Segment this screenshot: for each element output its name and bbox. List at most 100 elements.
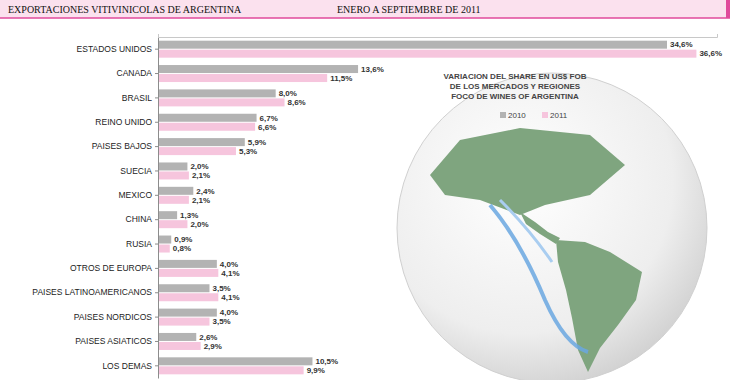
annotation: VARIACION DEL SHARE EN US$ FOB [444,72,587,81]
data-label: 11,5% [330,74,352,83]
annotation: FOCO DE WINES OF ARGENTINA [451,92,579,101]
tick: CHINA [126,214,158,224]
bar [158,123,255,131]
bar [158,147,236,155]
bars [158,41,696,375]
data-label: 2,0% [190,220,208,229]
bar [158,162,187,170]
data-label: 1,3% [180,211,198,220]
tick-mark [155,268,158,269]
tick-label: MEXICO [118,190,152,200]
globe [397,73,707,380]
bar [158,245,170,253]
data-label: 9,9% [307,366,325,375]
tick-label: PAISES BAJOS [92,141,153,151]
bar [158,333,196,341]
tick: BRASIL [122,93,158,103]
tick: PAISES NORDICOS [74,312,158,322]
tick-label: LOS DEMAS [102,361,152,371]
globe-land [430,128,625,215]
bar [158,220,187,228]
tick-label: PAISES LATINOAMERICANOS [32,287,152,297]
bar [158,138,245,146]
bar [158,50,696,58]
tick: MEXICO [118,190,158,200]
tick-mark [155,97,158,98]
tick-mark [155,317,158,318]
bar-series [158,41,667,366]
tick-mark [155,244,158,245]
bar [158,309,217,317]
bar [158,269,218,277]
data-label: 4,0% [220,260,238,269]
header-rule [0,17,730,19]
subtitle: ENERO A SEPTIEMBRE DE 2011 [337,4,481,15]
x-axis [159,34,718,38]
data-label: 36,6% [699,49,722,58]
bar [158,171,189,179]
data-label: 3,5% [212,284,230,293]
data-label: 4,0% [220,308,238,317]
tick-mark [155,170,158,171]
legend-label: 2010 [508,111,526,120]
bar-series [158,50,696,375]
bar [158,318,209,326]
legend-label: 2011 [550,111,568,120]
tick: PAISES LATINOAMERICANOS [32,287,158,297]
data-label: 4,1% [221,269,239,278]
data-label: 0,8% [173,244,191,253]
bar [158,74,327,82]
axis-line [158,38,159,379]
bar [158,187,193,195]
bar [158,89,276,97]
annotation: DE LOS MERCADOS Y REGIONES [450,82,581,91]
bar [158,114,257,122]
globe-arrow [500,200,552,262]
tick: PAISES ASIATICOS [75,336,158,346]
tick: REINO UNIDO [95,117,158,127]
data-label: 10,5% [315,357,338,366]
data-label: 2,6% [199,333,217,342]
tick: CANADA [117,68,158,78]
tick-label: ESTADOS UNIDOS [77,44,153,54]
bar [158,98,285,106]
data-labels: 34,6%13,6%8,0%6,7%5,9%2,0%2,4%1,3%0,9%4,… [173,40,722,375]
tick: RUSIA [126,239,158,249]
data-label: 6,7% [260,114,278,123]
tick: ESTADOS UNIDOS [77,44,158,54]
title: EXPORTACIONES VITIVINICOLAS DE ARGENTINA [8,4,242,15]
legend-swatch [500,112,506,118]
tick-label: PAISES ASIATICOS [75,336,152,346]
tick: OTROS DE EUROPA [70,263,158,273]
header-edge [726,0,730,18]
bar [158,342,201,350]
legend-item: 2010 [500,111,526,120]
data-label: 3,5% [212,317,230,326]
bar [158,196,189,204]
tick-label: OTROS DE EUROPA [70,263,152,273]
tick-mark [155,341,158,342]
bar [158,357,312,365]
data-label: 6,6% [258,123,276,132]
data-label: 2,1% [192,196,210,205]
tick-label: REINO UNIDO [95,117,152,127]
legend: 2010 2011 [500,111,568,120]
globe-sphere [397,73,707,380]
chart: EXPORTACIONES VITIVINICOLAS DE ARGENTINA… [0,0,730,380]
header-band [0,0,730,18]
legend-swatch [542,112,548,118]
tick-mark [155,49,158,50]
annotations: VARIACION DEL SHARE EN US$ FOBDE LOS MER… [444,72,587,101]
legend-item: 2011 [542,111,568,120]
axis-line [159,34,718,38]
tick-label: CANADA [117,68,153,78]
bar [158,211,177,219]
bar [158,293,218,301]
data-label: 2,1% [192,171,210,180]
tick-label: CHINA [126,214,153,224]
tick-mark [155,146,158,147]
data-label: 5,3% [239,147,257,156]
data-label: 8,6% [288,98,306,107]
globe-arrow [490,205,588,352]
tick: LOS DEMAS [102,361,158,371]
